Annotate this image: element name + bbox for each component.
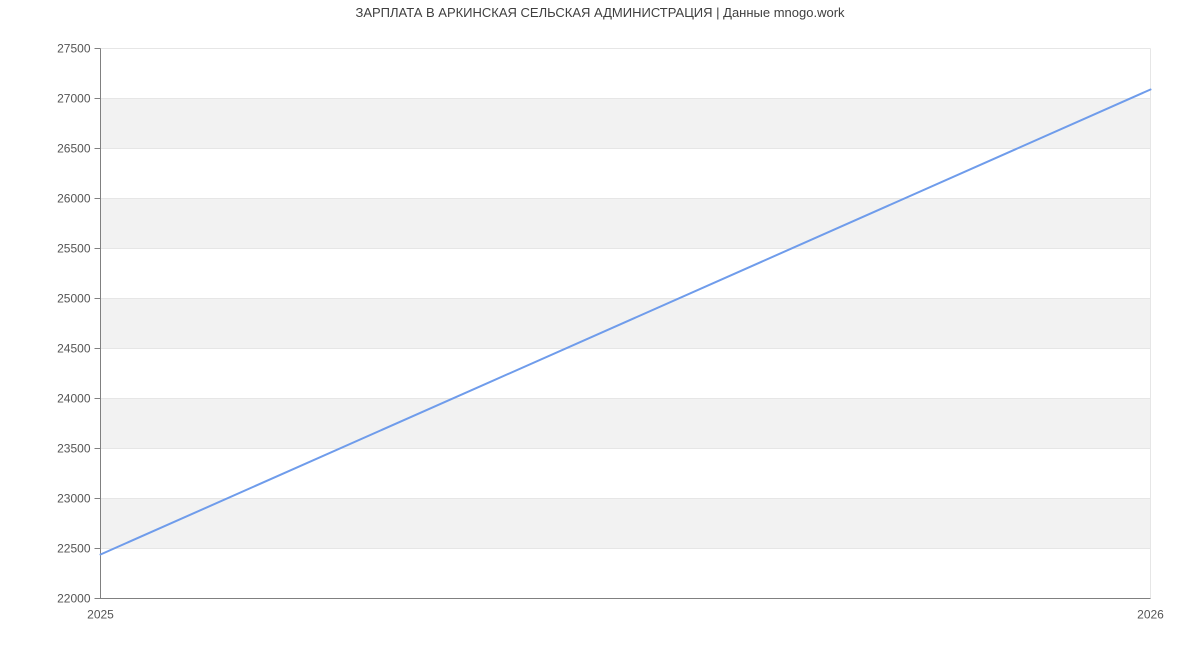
y-axis-tick-label: 23000	[57, 492, 91, 506]
plot-band	[100, 498, 1151, 549]
y-axis-tick-label: 22000	[57, 592, 91, 606]
y-axis-tick-label: 22500	[57, 542, 91, 556]
y-axis-tick-label: 25500	[57, 242, 91, 256]
plot-band	[100, 198, 1151, 249]
y-axis-tick-label: 24500	[57, 342, 91, 356]
y-axis-tick-label: 27500	[57, 42, 91, 56]
salary-trend-line	[99, 88, 1152, 556]
y-axis-tick-label: 26500	[57, 142, 91, 156]
plot-band	[100, 98, 1151, 149]
y-axis-tick-label: 25000	[57, 292, 91, 306]
x-axis-tick-label: 2025	[87, 608, 114, 622]
chart-title: ЗАРПЛАТА В АРКИНСКАЯ СЕЛЬСКАЯ АДМИНИСТРА…	[355, 5, 845, 20]
x-axis-tick-label: 2026	[1137, 608, 1164, 622]
y-axis-tick-label: 23500	[57, 442, 91, 456]
plot-band	[100, 398, 1151, 449]
y-axis-tick-label: 26000	[57, 192, 91, 206]
plot-band	[100, 298, 1151, 349]
y-axis-tick-label: 27000	[57, 92, 91, 106]
y-axis-tick-label: 24000	[57, 392, 91, 406]
